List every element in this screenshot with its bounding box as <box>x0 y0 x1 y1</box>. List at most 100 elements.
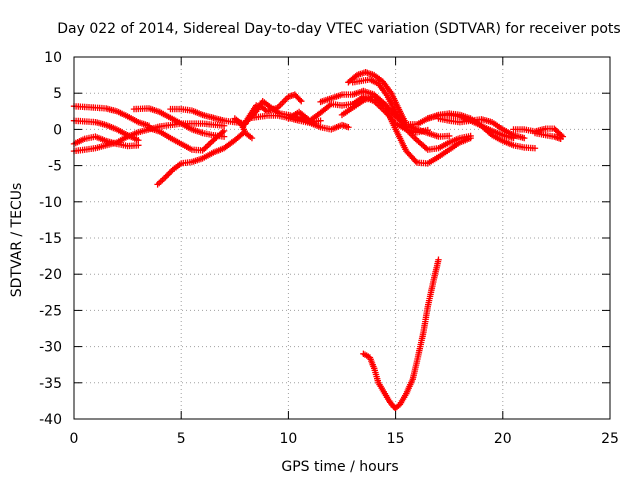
data-point-marks <box>156 120 183 130</box>
data-point-marks <box>92 119 108 128</box>
y-tick-label: 0 <box>53 122 62 138</box>
data-point-marks <box>156 108 172 121</box>
series-arc-11 <box>242 91 305 126</box>
data-point-marks <box>274 95 291 111</box>
data-point-marks <box>360 93 376 104</box>
data-point-marks <box>403 126 419 142</box>
data-point-marks <box>199 138 215 154</box>
data-point <box>345 124 352 131</box>
data-point-marks <box>349 98 365 111</box>
x-tick-label: 10 <box>279 431 297 447</box>
data-point-marks <box>392 126 409 153</box>
series-arc-15 <box>338 92 474 167</box>
series-arc-6 <box>145 124 228 154</box>
data-point-marks <box>424 276 437 310</box>
data-point-marks <box>413 137 430 152</box>
data-point-marks <box>242 104 259 126</box>
data-point-marks <box>169 161 183 174</box>
y-tick-label: 10 <box>44 50 62 66</box>
data-point-marks <box>291 91 304 104</box>
data-point-marks <box>499 126 515 138</box>
data-point <box>531 145 539 152</box>
data-point-marks <box>542 132 556 140</box>
y-tick-label: -35 <box>39 376 62 392</box>
x-tick-label: 0 <box>70 431 79 447</box>
data-point-marks <box>371 365 381 384</box>
series-arc-21 <box>531 129 564 143</box>
y-axis-label: SDTVAR / TECUs <box>9 183 25 298</box>
data-point-marks <box>349 94 365 108</box>
data-point-marks <box>392 402 402 412</box>
data-point <box>557 135 564 143</box>
data-point-marks <box>345 73 359 86</box>
series-arc-22 <box>360 256 442 412</box>
data-point-marks <box>178 105 193 114</box>
y-tick-label: -5 <box>48 159 62 175</box>
data-point-marks <box>259 104 269 114</box>
data-point-marks <box>306 110 323 124</box>
data-point-marks <box>420 305 431 336</box>
data-point-marks <box>92 139 119 152</box>
data-point-marks <box>199 129 215 138</box>
data-point-marks <box>328 122 344 133</box>
data-point-marks <box>210 129 226 144</box>
data-point-marks <box>379 78 394 95</box>
data-point <box>317 117 324 124</box>
data-point-marks <box>328 92 344 102</box>
data-point-marks <box>446 135 462 146</box>
data-point-marks <box>446 117 461 126</box>
data-point-marks <box>210 145 226 156</box>
data-point-marks <box>388 90 403 113</box>
data-point-marks <box>381 103 398 131</box>
data-point-marks <box>386 397 396 409</box>
data-point-marks <box>488 119 505 132</box>
data-point-marks <box>156 128 172 141</box>
data-point-marks <box>396 392 409 408</box>
data-point-marks <box>409 359 420 383</box>
data-point <box>467 132 474 140</box>
y-tick-label: -25 <box>39 303 62 319</box>
data-point-marks <box>413 331 427 365</box>
y-tick-label: -30 <box>39 340 62 356</box>
data-point <box>220 133 228 140</box>
series-arc-8 <box>167 105 249 127</box>
data-point <box>521 134 528 142</box>
data-point-marks <box>113 126 129 138</box>
series-layer <box>70 69 567 412</box>
data-point-marks <box>446 140 462 153</box>
data-point-marks <box>488 132 505 144</box>
data-point-marks <box>413 116 430 128</box>
data-point-marks <box>381 390 392 403</box>
data-point-marks <box>366 354 377 370</box>
data-point-marks <box>371 71 385 84</box>
data-point-marks <box>371 92 387 108</box>
data-point-marks <box>154 176 166 188</box>
data-point-marks <box>242 129 254 140</box>
data-point-marks <box>488 127 505 138</box>
data-point-marks <box>375 80 389 97</box>
data-point-marks <box>167 114 183 126</box>
data-point <box>298 97 305 105</box>
y-tick-label: 5 <box>53 86 62 102</box>
data-point <box>446 132 453 140</box>
data-point-marks <box>499 137 515 148</box>
data-point <box>220 127 228 135</box>
data-point-marks <box>113 134 129 146</box>
data-point-marks <box>435 140 451 152</box>
tick-layer: 0 5 10 15 20 25 10 5 0 -5 -10 -15 -20 -25 -30 -35 -40 <box>39 50 619 447</box>
data-point-marks <box>103 121 119 132</box>
data-point-marks <box>338 105 355 119</box>
data-point <box>135 142 142 149</box>
x-tick-label: 20 <box>494 431 512 447</box>
data-point-marks <box>70 145 97 155</box>
data-point-marks <box>375 379 387 395</box>
data-point-marks <box>403 377 416 397</box>
x-tick-label: 5 <box>177 431 186 447</box>
y-tick-label: -20 <box>39 267 62 283</box>
y-tick-label: -40 <box>39 412 62 428</box>
data-point-marks <box>220 138 237 152</box>
data-point-marks <box>403 147 419 165</box>
data-point-marks <box>92 133 108 144</box>
